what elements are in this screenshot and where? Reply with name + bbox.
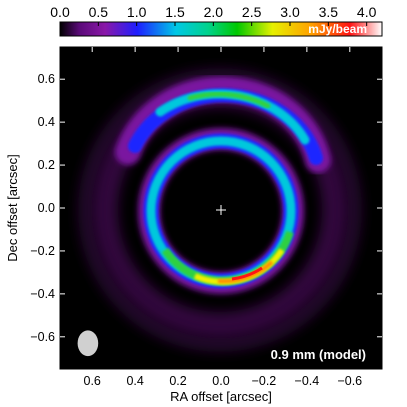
outer-arc-green	[187, 91, 271, 109]
colorbar-tick-label: 0.5	[89, 4, 109, 20]
y-tick-label: 0.2	[38, 158, 55, 172]
x-tick-label: −0.4	[295, 374, 320, 388]
y-tick-label: −0.4	[30, 287, 55, 301]
beam-ellipse	[77, 330, 99, 357]
center-marker	[216, 205, 226, 215]
colorbar-tick-label: 4.0	[357, 4, 377, 20]
colorbar-ticks: 0.0 0.5 1.0 1.5 2.0 2.5 3.0 3.5 4.0	[50, 4, 377, 26]
colorbar-tick-label: 1.0	[127, 4, 147, 20]
faint-halo-edge	[78, 68, 362, 352]
x-tick-label: 0.2	[169, 374, 186, 388]
colorbar-tick-label: 2.5	[242, 4, 262, 20]
y-axis-label: Dec offset [arcsec]	[5, 154, 20, 261]
x-tick-label: 0.6	[84, 374, 101, 388]
inner-ring-orange	[217, 260, 274, 284]
colorbar-gradient	[59, 21, 383, 37]
inner-ring-red-peak	[231, 266, 263, 281]
x-tick-label: 0.4	[126, 374, 143, 388]
x-tick-label: −0.2	[252, 374, 277, 388]
y-tick-label: −0.6	[30, 330, 55, 344]
colorbar-tick-label: 2.0	[204, 4, 224, 20]
colorbar-tick-label: 3.0	[280, 4, 300, 20]
plot-area: 0.9 mm (model) 0.6 0.4 0.2 0.0 −0.2 −0.4 −0.6 …	[5, 46, 383, 404]
x-tick-label: −0.6	[337, 374, 362, 388]
panel-label: 0.9 mm (model)	[271, 347, 366, 362]
y-axis-ticks: −0.6 −0.4 −0.2 0.0 0.2 0.4 0.6	[30, 72, 382, 344]
y-tick-label: 0.0	[38, 201, 55, 215]
colorbar-tick-label: 3.5	[319, 4, 339, 20]
x-tick-label: 0.0	[212, 374, 229, 388]
y-tick-label: 0.6	[38, 72, 55, 86]
y-tick-label: −0.2	[30, 244, 55, 258]
colorbar-tick-label: 1.5	[165, 4, 185, 20]
x-axis-label: RA offset [arcsec]	[170, 389, 272, 404]
colorbar-tick-label: 0.0	[50, 4, 70, 20]
y-tick-label: 0.4	[38, 115, 55, 129]
colorbar: 0.0 0.5 1.0 1.5 2.0 2.5 3.0 3.5 4.0 mJy/beam	[50, 4, 383, 37]
emission-map: 0.9 mm (model)	[77, 68, 366, 362]
x-axis-ticks: 0.6 0.4 0.2 0.0 −0.2 −0.4 −0.6	[84, 47, 362, 388]
colorbar-unit-label: mJy/beam	[308, 22, 367, 36]
